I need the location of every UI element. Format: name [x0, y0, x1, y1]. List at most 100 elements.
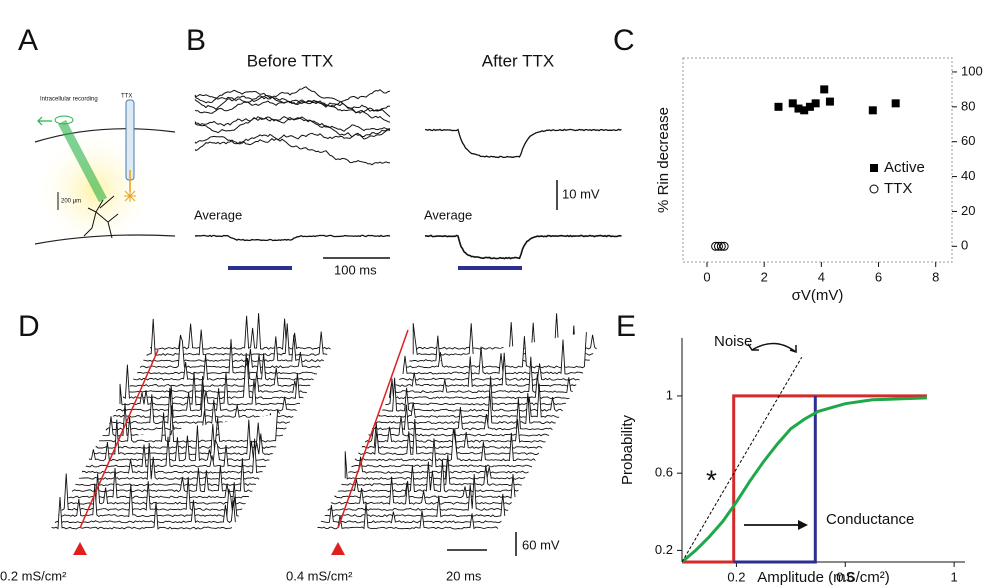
point [711, 241, 721, 251]
trace [382, 376, 563, 412]
trace [348, 456, 529, 474]
trace [194, 234, 391, 242]
arrow [751, 342, 797, 353]
point [811, 99, 820, 108]
trace [331, 476, 512, 505]
x-tick-label: 2 [761, 269, 768, 284]
arrowhead [747, 343, 797, 354]
trace [136, 339, 318, 375]
annotation: * [706, 464, 717, 495]
marker [73, 542, 87, 555]
trace [58, 483, 239, 518]
annotation: Conductance [826, 511, 914, 528]
trace [119, 371, 301, 406]
point [891, 99, 900, 108]
trace [194, 116, 391, 134]
point [713, 241, 723, 251]
trace [88, 425, 270, 462]
y-axis-label: Probability [619, 414, 636, 485]
trace [327, 474, 509, 511]
annotation: 200 μm [61, 199, 81, 205]
trace [133, 353, 314, 381]
trace [85, 436, 267, 468]
marker-line [79, 349, 159, 529]
trace [75, 483, 256, 487]
trace [337, 459, 519, 493]
legend-marker [870, 164, 878, 172]
y-tick-label: 0 [961, 238, 968, 253]
panel-letter: E [616, 310, 636, 343]
point [774, 102, 783, 111]
scale-label: 20 ms [446, 568, 482, 583]
trace [424, 234, 622, 260]
point [788, 99, 797, 108]
trace [82, 438, 263, 474]
trace [116, 376, 297, 412]
point [794, 104, 803, 113]
trace [194, 86, 391, 123]
trace [324, 493, 506, 518]
trace [194, 94, 391, 114]
line [733, 395, 817, 564]
trace [351, 438, 533, 468]
annotation: Intracellular recording [40, 97, 98, 103]
point [820, 85, 829, 94]
scale-label: 10 mV [562, 186, 600, 201]
trace [194, 89, 391, 108]
trace [146, 318, 328, 356]
stimulus-bar [458, 266, 522, 270]
scale-label: 100 ms [334, 262, 377, 277]
trace [126, 371, 307, 394]
x-tick-label: 8 [932, 269, 939, 284]
trace [344, 451, 526, 481]
point [825, 97, 834, 106]
trace [129, 352, 311, 387]
y-tick-label: 1 [666, 387, 673, 402]
panel-letter: C [613, 24, 635, 57]
x-axis-label: Amplitude (mS/cm²) [757, 569, 890, 586]
trace [354, 428, 536, 462]
plot-frame [682, 57, 953, 263]
line [681, 357, 803, 563]
line [682, 394, 927, 564]
annotation: 0.2 mS/cm² [0, 568, 67, 583]
x-tick-label: 0.2 [727, 569, 745, 584]
trace [424, 128, 622, 159]
trace [194, 128, 391, 145]
trace [385, 378, 567, 406]
panel-letter: D [18, 310, 40, 343]
trace [150, 313, 331, 350]
legend-marker [869, 184, 879, 194]
panel-letter: B [186, 24, 206, 57]
trace [371, 398, 553, 431]
trace [194, 93, 391, 118]
annotation: TTX [121, 94, 132, 100]
arrowhead [798, 520, 808, 530]
annotation: 0.4 mS/cm² [286, 568, 353, 583]
trace [78, 442, 260, 481]
trace [92, 419, 273, 456]
y-tick-label: 20 [961, 203, 975, 218]
annotation: Noise [714, 333, 752, 350]
trace [317, 502, 499, 530]
x-tick-label: 4 [818, 269, 825, 284]
y-tick-label: 0.6 [655, 465, 673, 480]
trace [71, 458, 253, 493]
x-tick-label: 1 [950, 569, 957, 584]
trace [54, 499, 236, 524]
trace-label: Average [424, 207, 472, 222]
y-tick-label: 100 [961, 63, 983, 78]
trace [358, 418, 540, 456]
point [805, 102, 814, 111]
y-tick-label: 60 [961, 133, 975, 148]
point [868, 106, 877, 115]
trace [405, 332, 587, 369]
trace [399, 363, 580, 381]
marker-line [337, 329, 409, 529]
scale-label: 60 mV [522, 537, 560, 552]
trace [402, 339, 584, 375]
panel-title: Before TTX [247, 51, 334, 70]
trace [194, 138, 390, 166]
stimulus-bar [228, 266, 292, 270]
